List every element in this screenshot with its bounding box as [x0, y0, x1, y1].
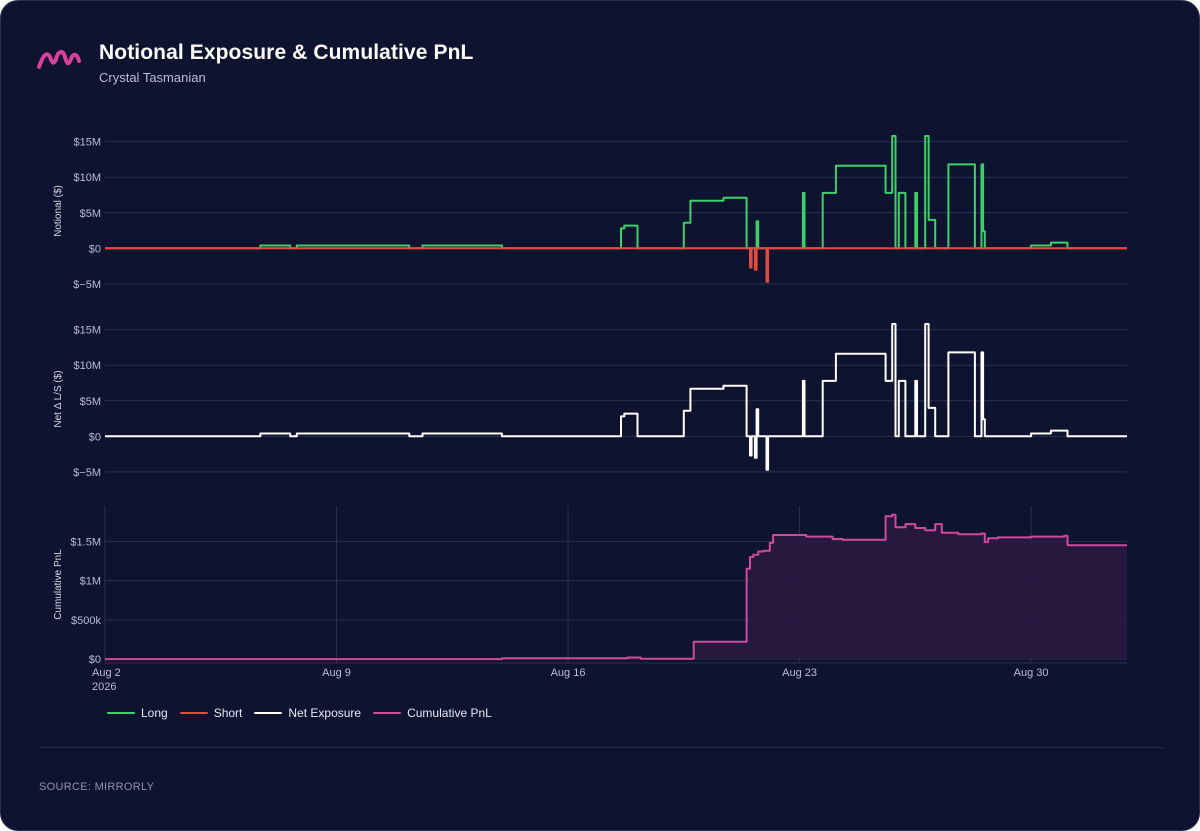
legend-swatch — [107, 712, 135, 714]
y-tick-label: $15M — [73, 325, 101, 337]
legend-swatch — [254, 712, 283, 714]
legend-label: Long — [141, 706, 168, 720]
y-tick-label: $15M — [73, 137, 101, 149]
series-line-short — [105, 247, 1127, 283]
page-title: Notional Exposure & Cumulative PnL — [99, 41, 474, 64]
series-line-net-exposure — [105, 323, 1127, 471]
legend-item-cumulative-pnl[interactable]: Cumulative PnL — [373, 706, 492, 720]
footer-divider — [39, 747, 1163, 748]
x-tick-label: Aug 16 — [551, 667, 586, 679]
legend-swatch — [179, 712, 208, 714]
brand-m-logo-icon — [37, 50, 81, 69]
legend-swatch — [373, 712, 402, 714]
chart-legend: Long Short Net Exposure Cumulative PnL — [107, 706, 504, 720]
legend-label: Short — [213, 706, 243, 720]
y-tick-label: $10M — [73, 172, 101, 184]
series-line-cumulative-pnl — [105, 513, 1127, 661]
y-tick-label: $5M — [80, 396, 101, 408]
x-tick-label: Aug 23 — [782, 667, 817, 679]
legend-item-short[interactable]: Short — [179, 706, 243, 720]
y-tick-label: $500k — [71, 615, 101, 627]
y-axis-label: Notional ($) — [53, 185, 64, 237]
y-tick-label: $0 — [89, 654, 101, 666]
page-subtitle: Crystal Tasmanian — [99, 70, 206, 85]
y-tick-label: $10M — [73, 360, 101, 372]
y-tick-label: $−5M — [73, 467, 101, 479]
y-tick-label: $0 — [89, 243, 101, 255]
x-tick-label: Aug 30 — [1014, 667, 1049, 679]
chart-svg: Aug 2 2026 Aug 9 Aug 16 Aug 23 Aug 30 $15M $10M… — [53, 135, 1127, 693]
y-axis-label: Net Δ L/S ($) — [53, 370, 64, 427]
y-tick-label: $0 — [89, 431, 101, 443]
x-tick-label: Aug 2 — [92, 667, 121, 679]
y-tick-label: $5M — [80, 208, 101, 220]
y-tick-label: $1.5M — [70, 536, 101, 548]
legend-label: Cumulative PnL — [407, 706, 492, 720]
series-line-long — [105, 135, 1127, 250]
legend-item-long[interactable]: Long — [107, 706, 168, 720]
legend-item-net-exposure[interactable]: Net Exposure — [254, 706, 361, 720]
x-tick-label: Aug 9 — [322, 667, 351, 679]
source-note: SOURCE: MIRRORLY — [39, 781, 155, 793]
series-area-cumulative-pnl — [105, 514, 1127, 660]
y-axis-label: Cumulative PnL — [53, 549, 64, 620]
legend-label: Net Exposure — [288, 706, 362, 720]
y-tick-label: $1M — [80, 576, 101, 588]
y-tick-label: $−5M — [73, 279, 101, 291]
x-tick-sublabel: 2026 — [92, 681, 116, 693]
